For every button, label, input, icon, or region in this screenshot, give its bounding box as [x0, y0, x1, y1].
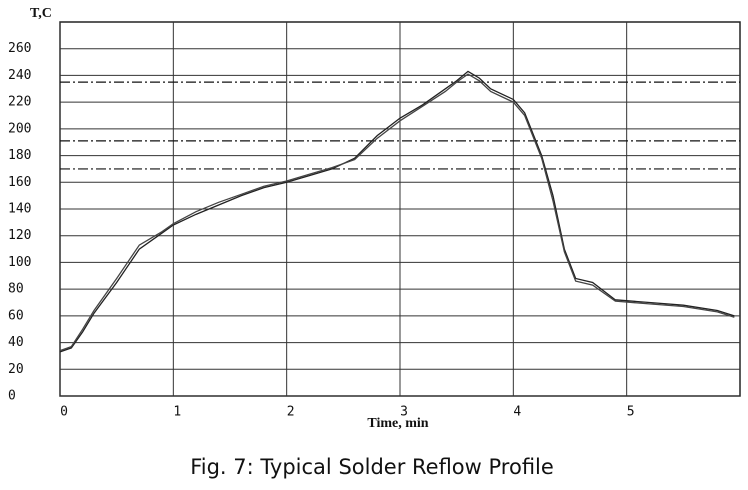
- y-tick-label: 0: [8, 389, 16, 404]
- x-tick-label: 1: [173, 405, 181, 420]
- profile-line: [59, 70, 735, 353]
- y-tick-label: 180: [8, 148, 31, 163]
- x-tick-label: 5: [627, 405, 635, 420]
- x-axis-label: Time, min: [367, 416, 428, 431]
- y-tick-label: 120: [8, 228, 31, 243]
- profile-line: [59, 73, 735, 352]
- y-tick-label: 100: [8, 255, 31, 270]
- y-tick-label: 80: [8, 282, 24, 297]
- y-tick-label: 260: [8, 41, 31, 56]
- x-tick-label: 0: [60, 405, 68, 420]
- y-axis-label: T,C: [30, 6, 52, 21]
- y-tick-label: 200: [8, 121, 31, 136]
- y-tick-label: 220: [8, 95, 31, 110]
- y-tick-label: 40: [8, 335, 24, 350]
- y-tick-label: 60: [8, 308, 24, 323]
- caption: Fig. 7: Typical Solder Reflow Profile: [190, 455, 554, 479]
- x-tick-label: 2: [287, 405, 295, 420]
- y-tick-label: 160: [8, 175, 31, 190]
- y-tick-label: 20: [8, 362, 24, 377]
- x-tick-label: 4: [513, 405, 521, 420]
- x-tick-label: 3: [400, 405, 408, 420]
- y-tick-label: 240: [8, 68, 31, 83]
- y-tick-label: 140: [8, 202, 31, 217]
